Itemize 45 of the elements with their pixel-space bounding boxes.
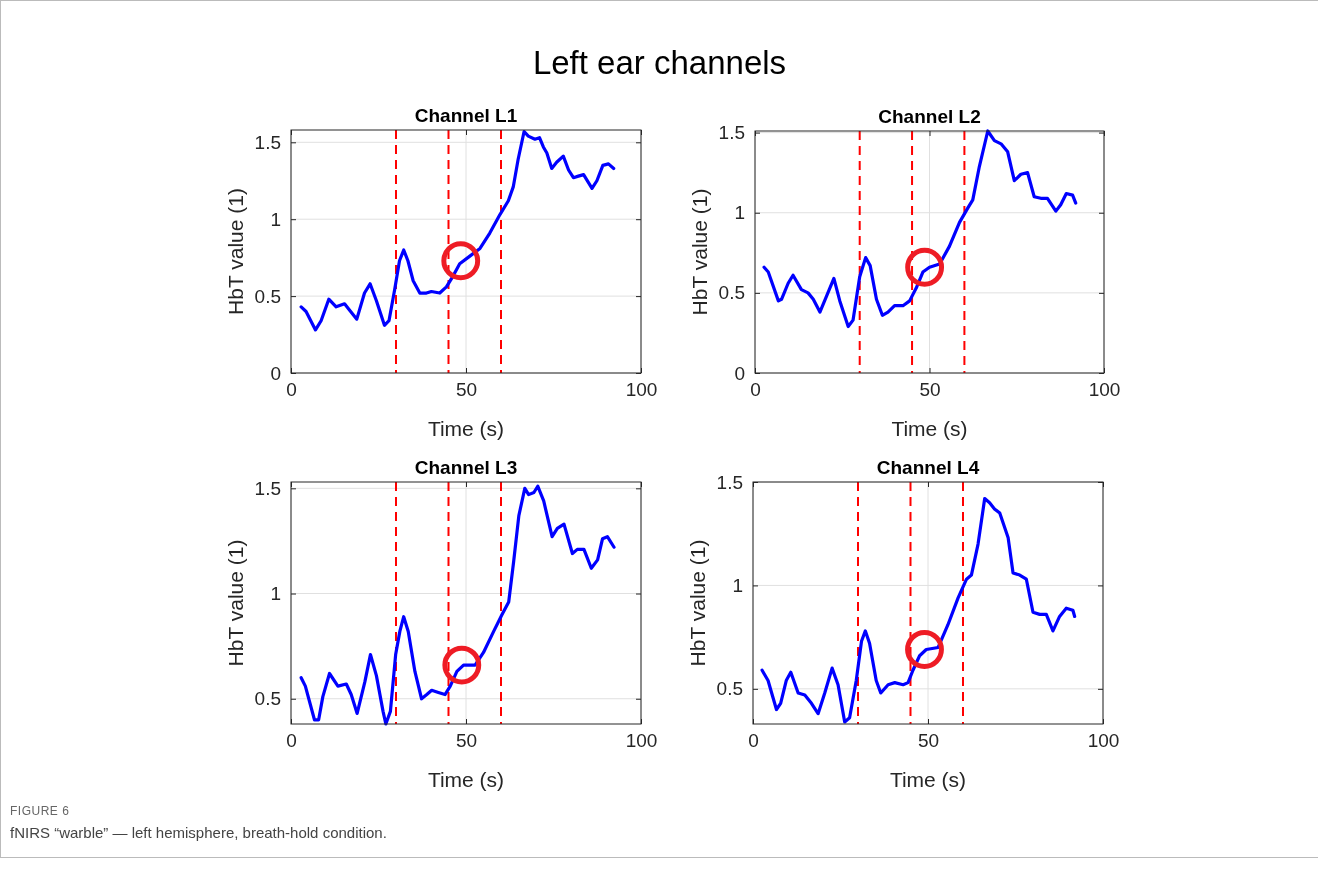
- y-axis-title: HbT value (1): [224, 188, 247, 315]
- x-tick-label: 0: [286, 379, 297, 401]
- y-tick-label: 1: [734, 202, 745, 224]
- y-tick-label: 1.5: [254, 477, 281, 499]
- y-tick-label: 0.5: [716, 678, 743, 700]
- x-tick-label: 50: [917, 730, 940, 752]
- line-series: [762, 129, 1078, 329]
- y-tick-label: 0: [734, 362, 745, 384]
- line-series: [299, 129, 616, 332]
- chart-title: Channel L3: [414, 457, 518, 478]
- caption: FIGURE 6: [10, 804, 70, 818]
- x-tick-label: 100: [625, 730, 658, 752]
- y-tick-label: 0: [270, 362, 281, 384]
- x-tick-label: 0: [750, 379, 761, 401]
- y-tick-label: 1: [270, 208, 281, 230]
- y-axis-title: HbT value (1): [686, 539, 709, 667]
- x-tick-label: 100: [1087, 730, 1120, 752]
- y-tick-label: 0.5: [718, 282, 745, 304]
- x-tick-label: 0: [748, 730, 759, 752]
- x-tick-label: 50: [919, 379, 941, 401]
- y-tick-label: 1: [270, 583, 281, 605]
- y-tick-label: 0.5: [254, 688, 281, 710]
- y-tick-label: 1: [732, 575, 743, 596]
- line-series: [760, 496, 1077, 724]
- chart-title: Channel L2: [878, 106, 981, 127]
- y-axis-title: HbT value (1): [224, 539, 247, 667]
- x-axis-title: Time (s): [891, 417, 968, 440]
- y-tick-label: 0.5: [254, 285, 281, 307]
- text: Left ear channels: [531, 44, 788, 82]
- y-tick-label: 1.5: [254, 131, 281, 153]
- chart-title: Channel L4: [876, 457, 980, 478]
- x-tick-label: 100: [1088, 379, 1121, 401]
- x-tick-label: 50: [455, 379, 478, 401]
- line-series: [299, 484, 616, 726]
- y-tick-label: 1.5: [718, 122, 745, 144]
- y-axis-title: HbT value (1): [688, 188, 711, 316]
- chart-title: Channel L1: [414, 105, 518, 126]
- x-tick-label: 100: [625, 379, 658, 401]
- x-axis-title: Time (s): [427, 417, 505, 440]
- text: fNIRS “warble” — left hemisphere, breath-hold condition.: [10, 824, 387, 841]
- x-axis-title: Time (s): [427, 768, 505, 791]
- x-axis-title: Time (s): [889, 768, 967, 791]
- x-tick-label: 50: [455, 730, 478, 752]
- y-tick-label: 1.5: [716, 471, 743, 493]
- x-tick-label: 0: [286, 730, 297, 752]
